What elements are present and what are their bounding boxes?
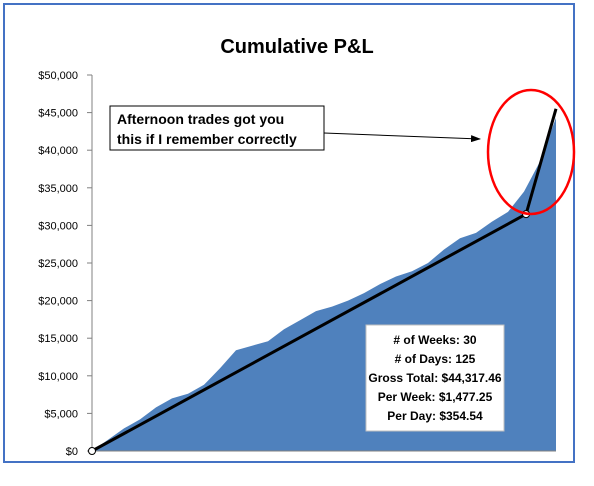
y-tick-label: $20,000 — [38, 296, 78, 308]
y-tick-label: $40,000 — [38, 145, 78, 157]
y-tick-label: $30,000 — [38, 220, 78, 232]
y-tick-label: $25,000 — [38, 258, 78, 270]
trend-line-morning — [91, 212, 527, 453]
annotation-arrow — [323, 132, 481, 143]
stats-box-background — [365, 324, 505, 432]
stats-line: Per Day: $354.54 — [387, 409, 483, 423]
annotation-box-background — [109, 105, 325, 151]
chart-overlay — [88, 88, 576, 455]
stats-line: # of Weeks: 30 — [393, 333, 476, 347]
annotation-line-1: Afternoon trades got you — [117, 111, 284, 127]
stats-line: Per Week: $1,477.25 — [378, 390, 493, 404]
y-tick-label: $45,000 — [38, 108, 78, 120]
annotation-line-2: this if I remember correctly — [117, 131, 297, 147]
y-tick-label: $5,000 — [44, 408, 78, 420]
y-axis-ticks: $0 $5,000 $10,000 $15,000 $20,000 $25,000 $30,… — [38, 70, 78, 458]
y-tick-label: $10,000 — [38, 371, 78, 383]
y-tick-label: $15,000 — [38, 333, 78, 345]
y-tick-label: $50,000 — [38, 70, 78, 82]
chart-title: Cumulative P&L — [220, 36, 373, 58]
stats-box: # of Weeks: 30 # of Days: 125 Gross Total:… — [365, 324, 505, 432]
trend-line-afternoon — [524, 108, 558, 215]
y-tick-label: $35,000 — [38, 183, 78, 195]
stats-line: Gross Total: $44,317.46 — [368, 371, 502, 385]
annotation-box: Afternoon trades got you this if I remem… — [109, 105, 325, 151]
y-tick-label: $0 — [66, 446, 78, 458]
stats-line: # of Days: 125 — [395, 352, 476, 366]
trend-start-marker — [88, 447, 96, 455]
highlight-ellipse — [486, 88, 576, 216]
